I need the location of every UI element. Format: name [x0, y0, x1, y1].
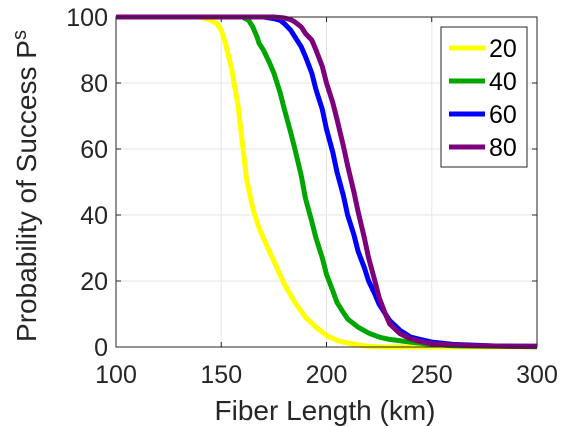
legend-label-20: 20 — [489, 35, 517, 63]
x-tick-label: 150 — [200, 361, 242, 389]
x-axis-label: Fiber Length (km) — [215, 395, 436, 426]
y-tick-label: 80 — [80, 70, 108, 98]
y-tick-label: 40 — [80, 202, 108, 230]
x-tick-label: 200 — [306, 361, 348, 389]
legend-label-80: 80 — [489, 134, 517, 162]
legend-label-60: 60 — [489, 101, 517, 129]
y-tick-label: 0 — [94, 334, 108, 362]
y-tick-label: 100 — [66, 4, 108, 32]
x-tick-label: 100 — [95, 361, 137, 389]
series-line-40 — [116, 14, 538, 350]
y-axis-label: Probability of Success Ps — [9, 30, 42, 342]
tick-labels: 100 150 200 250 300 0 20 40 60 80 100 — [66, 4, 558, 389]
series-line-80 — [116, 14, 538, 349]
y-tick-label: 20 — [80, 268, 108, 296]
x-tick-label: 250 — [411, 361, 453, 389]
legend: 20 40 60 80 — [440, 26, 528, 168]
y-tick-label: 60 — [80, 136, 108, 164]
y-axis-label-main: Probability of Success P — [11, 40, 42, 342]
y-axis-label-subscript: s — [9, 30, 31, 40]
axes — [115, 16, 538, 348]
legend-label-40: 40 — [489, 68, 517, 96]
x-tick-label: 300 — [516, 361, 558, 389]
